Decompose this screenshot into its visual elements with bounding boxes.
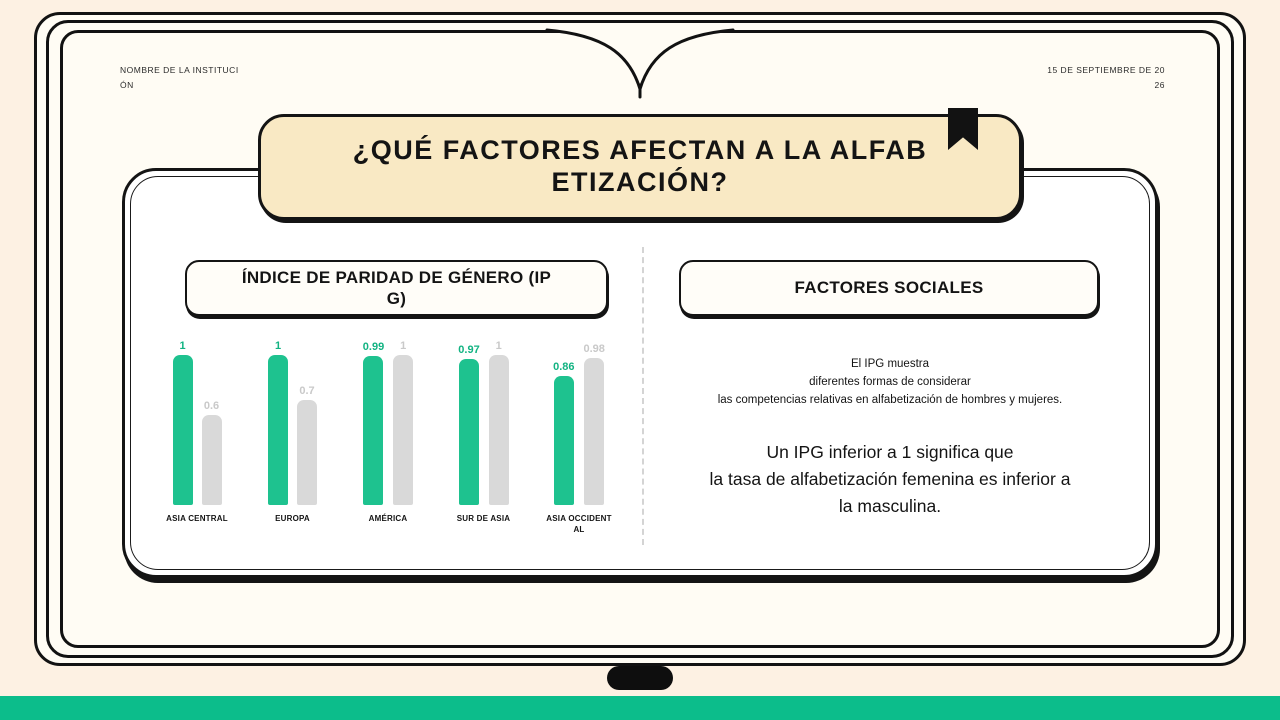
- slide-title-line: ¿QUÉ FACTORES AFECTAN A LA ALFAB: [352, 135, 928, 166]
- bar-column: 0.6: [201, 400, 222, 505]
- bar-pair: 0.99 1: [363, 333, 414, 505]
- category-label: AMÉRICA: [368, 514, 408, 523]
- category-label: ASIA OCCIDENTAL: [546, 514, 612, 534]
- bar-value-label: 0.99: [362, 341, 385, 353]
- chart-group: 1 0.6 ASIA CENTRAL: [153, 333, 241, 525]
- date-line: 26: [1154, 79, 1165, 90]
- intro-line: diferentes formas de considerar: [809, 375, 971, 388]
- bottom-green-strip: [0, 696, 1280, 720]
- bar: [488, 355, 509, 505]
- bar-column: 0.98: [584, 343, 605, 505]
- bar-pair: 0.86 0.98: [553, 333, 605, 505]
- conclusion-line: la tasa de alfabetización femenina es in…: [709, 469, 1071, 490]
- bar: [584, 358, 605, 505]
- bar: [363, 356, 384, 505]
- bar: [297, 400, 317, 505]
- bar: [172, 355, 193, 505]
- bar-value-label: 0.6: [203, 400, 220, 412]
- bar-value-label: 1: [274, 340, 282, 352]
- bar-column: 1: [268, 340, 288, 505]
- ipg-conclusion-paragraph: Un IPG inferior a 1 significa que la tas…: [655, 439, 1125, 520]
- bar-value-label: 1: [400, 340, 407, 352]
- intro-line: las competencias relativas en alfabetiza…: [717, 393, 1063, 406]
- book-spine-bottom: [607, 666, 673, 690]
- ipg-heading-line: G): [386, 289, 407, 308]
- bar-pair: 1 0.7: [268, 333, 317, 505]
- bar-value-label: 0.7: [299, 385, 315, 397]
- bar-column: 1: [488, 340, 509, 505]
- column-divider: [642, 247, 644, 545]
- chart-group: 0.99 1 AMÉRICA: [344, 333, 432, 525]
- slide-title-line: ETIZACIÓN?: [551, 167, 729, 197]
- chart-group: 0.86 0.98 ASIA OCCIDENTAL: [535, 333, 623, 536]
- chart-group: 0.97 1 SUR DE ASIA: [440, 333, 528, 525]
- bar-value-label: 0.97: [458, 344, 480, 356]
- chart-group: 1 0.7 EUROPA: [249, 333, 337, 525]
- date-text: 15 DE SEPTIEMBRE DE 20 26: [1020, 63, 1165, 93]
- ipg-intro-paragraph: El IPG muestra diferentes formas de cons…: [655, 356, 1125, 409]
- category-label: ASIA CENTRAL: [166, 514, 228, 523]
- bar-column: 0.86: [553, 361, 575, 505]
- bar-pair: 0.97 1: [458, 333, 509, 505]
- bar-value-label: 0.98: [583, 343, 605, 355]
- intro-line: El IPG muestra: [851, 358, 929, 370]
- social-factors-heading-box: FACTORES SOCIALES: [679, 260, 1099, 316]
- conclusion-line: Un IPG inferior a 1 significa que: [766, 442, 1014, 462]
- institution-line: ÓN: [120, 79, 134, 90]
- ipg-heading-box: ÍNDICE DE PARIDAD DE GÉNERO (IP G): [185, 260, 608, 316]
- ipg-heading-line: ÍNDICE DE PARIDAD DE GÉNERO (IP: [241, 267, 552, 287]
- bar-column: 0.7: [297, 385, 317, 505]
- bar-value-label: 0.86: [553, 361, 575, 373]
- bar-column: 1: [172, 340, 193, 505]
- bar-chart: 1 0.6 ASIA CENTRAL 1 0.7 EUROPA 0.99 1 AMÉRICA 0.…: [153, 333, 623, 548]
- bar: [553, 376, 574, 505]
- bar: [458, 359, 479, 505]
- bar-column: 0.99: [363, 341, 384, 505]
- category-label: EUROPA: [275, 514, 310, 523]
- bar: [393, 355, 414, 505]
- bar: [201, 415, 222, 505]
- bar-column: 0.97: [458, 344, 480, 505]
- slide-title-banner: ¿QUÉ FACTORES AFECTAN A LA ALFAB ETIZACI…: [258, 114, 1022, 220]
- bar: [268, 355, 288, 505]
- category-label: SUR DE ASIA: [456, 514, 511, 523]
- conclusion-line: la masculina.: [838, 496, 942, 517]
- bar-column: 1: [393, 340, 414, 505]
- institution-line: NOMBRE DE LA INSTITUCI: [120, 65, 239, 75]
- bar-value-label: 1: [179, 340, 186, 352]
- social-factors-heading-label: FACTORES SOCIALES: [794, 278, 984, 298]
- bar-value-label: 1: [495, 340, 502, 352]
- institution-name: NOMBRE DE LA INSTITUCI ÓN: [120, 63, 265, 93]
- bar-pair: 1 0.6: [172, 333, 222, 505]
- content-card: ÍNDICE DE PARIDAD DE GÉNERO (IP G) FACTO…: [122, 168, 1158, 578]
- date-line: 15 DE SEPTIEMBRE DE 20: [1047, 65, 1165, 75]
- book-spine-notch: [545, 28, 735, 99]
